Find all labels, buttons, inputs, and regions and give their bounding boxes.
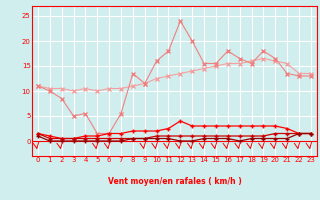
X-axis label: Vent moyen/en rafales ( km/h ): Vent moyen/en rafales ( km/h ) <box>108 177 241 186</box>
